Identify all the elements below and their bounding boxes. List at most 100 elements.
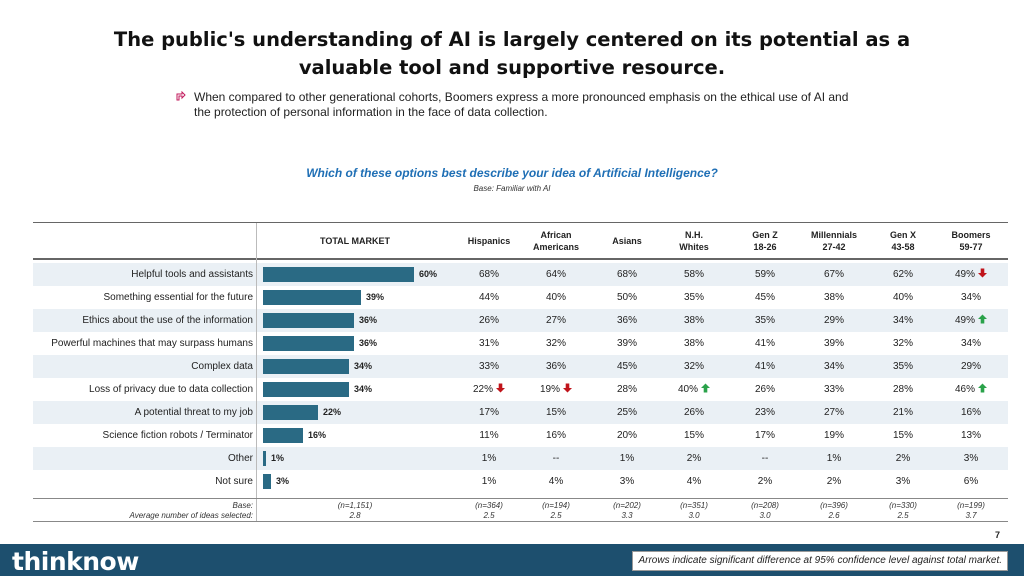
cell-value: 41% <box>754 361 775 372</box>
cell-value: 68% <box>616 269 637 280</box>
table-cell: 33% <box>459 355 519 378</box>
table-cell: 38% <box>664 309 724 332</box>
cell-value: 38% <box>823 292 844 303</box>
table-cell: 33% <box>804 378 864 401</box>
footer-value: 2.5 <box>550 511 562 520</box>
footer-value: 2.8 <box>349 511 361 520</box>
col-header-african-americans: African Americans <box>532 230 580 252</box>
cell-value: 3% <box>619 476 635 487</box>
cell-value: 38% <box>683 338 704 349</box>
table-cell: 38% <box>804 286 864 309</box>
cell-value: 26% <box>478 315 499 326</box>
title-line-2: valuable tool and supportive resource. <box>298 56 726 79</box>
table-cell: 23% <box>735 401 795 424</box>
table-cell: 17% <box>459 401 519 424</box>
bar-value-label: 34% <box>354 384 373 394</box>
table-cell: 28% <box>597 378 657 401</box>
cell-value: 3% <box>963 453 979 464</box>
footer-value: (n=194) <box>542 501 570 510</box>
footer-row-label: Average number of ideas selected: <box>129 511 253 520</box>
bar <box>263 405 318 420</box>
table-cell: 15% <box>664 424 724 447</box>
cell-value: 40% <box>677 384 698 395</box>
bar-value-label: 36% <box>359 338 378 348</box>
table-cell: 21% <box>873 401 933 424</box>
cell-value: 32% <box>683 361 704 372</box>
cell-value: 1% <box>481 476 497 487</box>
table-cell: 34% <box>804 355 864 378</box>
col-header-hispanics: Hispanics <box>467 236 511 246</box>
table-cell: 41% <box>735 332 795 355</box>
cell-value: 31% <box>478 338 499 349</box>
table-cell: 49% <box>941 263 1001 286</box>
table-cell: 2% <box>664 447 724 470</box>
table-cell: 26% <box>735 378 795 401</box>
cell-value: 58% <box>683 269 704 280</box>
footer-value: (n=199) <box>957 501 985 510</box>
table-cell: 49% <box>941 309 1001 332</box>
cell-value: 28% <box>892 384 913 395</box>
table-cell: 67% <box>804 263 864 286</box>
cell-value: 16% <box>960 407 981 418</box>
bar-value-label: 22% <box>323 407 342 417</box>
cell-value: 67% <box>823 269 844 280</box>
cell-value: 11% <box>479 430 499 441</box>
table-cell: 40% <box>664 378 724 401</box>
table-cell: 38% <box>664 332 724 355</box>
col-header-boomers: Boomers 59-77 <box>951 230 991 252</box>
footer-value: 3.0 <box>688 511 700 520</box>
arrow-up-icon <box>701 383 710 393</box>
bar-value-label: 1% <box>271 453 285 463</box>
cell-value: 2% <box>826 476 842 487</box>
table-cell: 4% <box>526 470 586 493</box>
row-label: A potential threat to my job <box>134 407 253 418</box>
cell-value: 13% <box>960 430 981 441</box>
cell-value: 2% <box>895 453 911 464</box>
cell-value: 36% <box>545 361 566 372</box>
cell-value: 4% <box>686 476 702 487</box>
table-cell: 6% <box>941 470 1001 493</box>
table-cell: 50% <box>597 286 657 309</box>
table-cell: 25% <box>597 401 657 424</box>
cell-value: 21% <box>892 407 913 418</box>
footer-value: 2.6 <box>828 511 840 520</box>
cell-value: 40% <box>545 292 566 303</box>
table-cell: 27% <box>804 401 864 424</box>
table-cell: 3% <box>873 470 933 493</box>
table-cell: 19% <box>526 378 586 401</box>
cell-value: 62% <box>892 269 913 280</box>
cell-value: -- <box>761 453 769 464</box>
table-row: Something essential for the future 39% 44%… <box>33 286 1008 309</box>
table-cell: 16% <box>941 401 1001 424</box>
arrow-bullet-icon <box>176 91 186 101</box>
table-cell: 4% <box>664 470 724 493</box>
table-row: A potential threat to my job 22% 17% 15% 25%… <box>33 401 1008 424</box>
col-header-gen-x: Gen X 43-58 <box>889 230 916 252</box>
table-cell: 44% <box>459 286 519 309</box>
cell-value: 59% <box>754 269 775 280</box>
row-label: Complex data <box>191 361 253 372</box>
arrow-down-icon <box>978 268 987 278</box>
table-cell: 40% <box>526 286 586 309</box>
table-cell: 20% <box>597 424 657 447</box>
table-cell: 58% <box>664 263 724 286</box>
cell-value: 33% <box>478 361 499 372</box>
table-cell: 35% <box>873 355 933 378</box>
cell-value: 3% <box>895 476 911 487</box>
table-cell: 32% <box>873 332 933 355</box>
row-label: Science fiction robots / Terminator <box>102 430 253 441</box>
cell-value: 40% <box>892 292 913 303</box>
cell-value: 17% <box>754 430 775 441</box>
bar-value-label: 60% <box>419 269 438 279</box>
cell-value: 50% <box>616 292 637 303</box>
significance-note: Arrows indicate significant difference a… <box>632 551 1008 571</box>
cell-value: 46% <box>954 384 975 395</box>
table-cell: 36% <box>526 355 586 378</box>
table-cell: 11% <box>459 424 519 447</box>
arrow-up-icon <box>978 383 987 393</box>
table-cell: 2% <box>735 470 795 493</box>
bar <box>263 267 414 282</box>
table-cell: 39% <box>597 332 657 355</box>
table-cell: 29% <box>804 309 864 332</box>
table-cell: 32% <box>526 332 586 355</box>
